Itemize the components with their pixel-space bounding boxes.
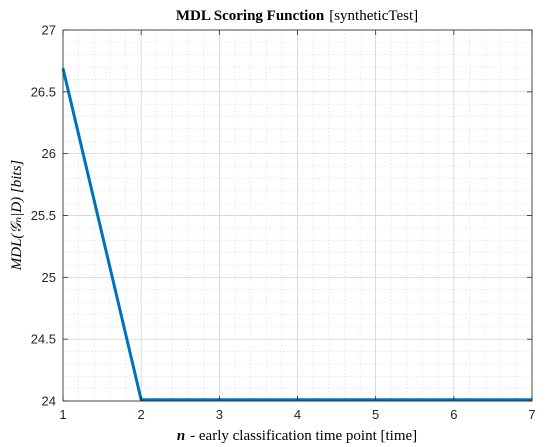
- y-tick-label: 26: [42, 146, 56, 161]
- y-tick-label: 25.5: [31, 208, 56, 223]
- y-tick-label: 25: [42, 270, 56, 285]
- chart-title: MDL Scoring Function [syntheticTest]: [176, 8, 418, 24]
- x-axis-label: n - early classification time point [time…: [177, 428, 417, 444]
- x-axis-ticks: 1 2 3 4 5 6 7: [59, 30, 536, 422]
- x-tick-label: 6: [450, 407, 457, 422]
- chart-title-main: MDL Scoring Function: [176, 8, 325, 24]
- x-axis-label-text: - early classification time point [time]: [190, 428, 417, 444]
- x-tick-label: 2: [138, 407, 145, 422]
- chart-title-suffix: [syntheticTest]: [329, 8, 418, 24]
- x-tick-label: 5: [372, 407, 379, 422]
- y-axis-label: MDL(𝒢ₙ|D) [bits]: [9, 160, 25, 272]
- y-axis-ticks: 24 24.5 25 25.5 26 26.5 27: [31, 23, 532, 409]
- x-tick-label: 1: [59, 407, 66, 422]
- x-tick-label: 3: [216, 407, 223, 422]
- y-tick-label: 27: [42, 23, 56, 38]
- y-tick-label: 26.5: [31, 84, 56, 99]
- x-axis-label-variable: n: [177, 428, 185, 444]
- y-tick-label: 24.5: [31, 332, 56, 347]
- x-tick-label: 4: [294, 407, 301, 422]
- x-tick-label: 7: [528, 407, 535, 422]
- y-tick-label: 24: [42, 394, 56, 409]
